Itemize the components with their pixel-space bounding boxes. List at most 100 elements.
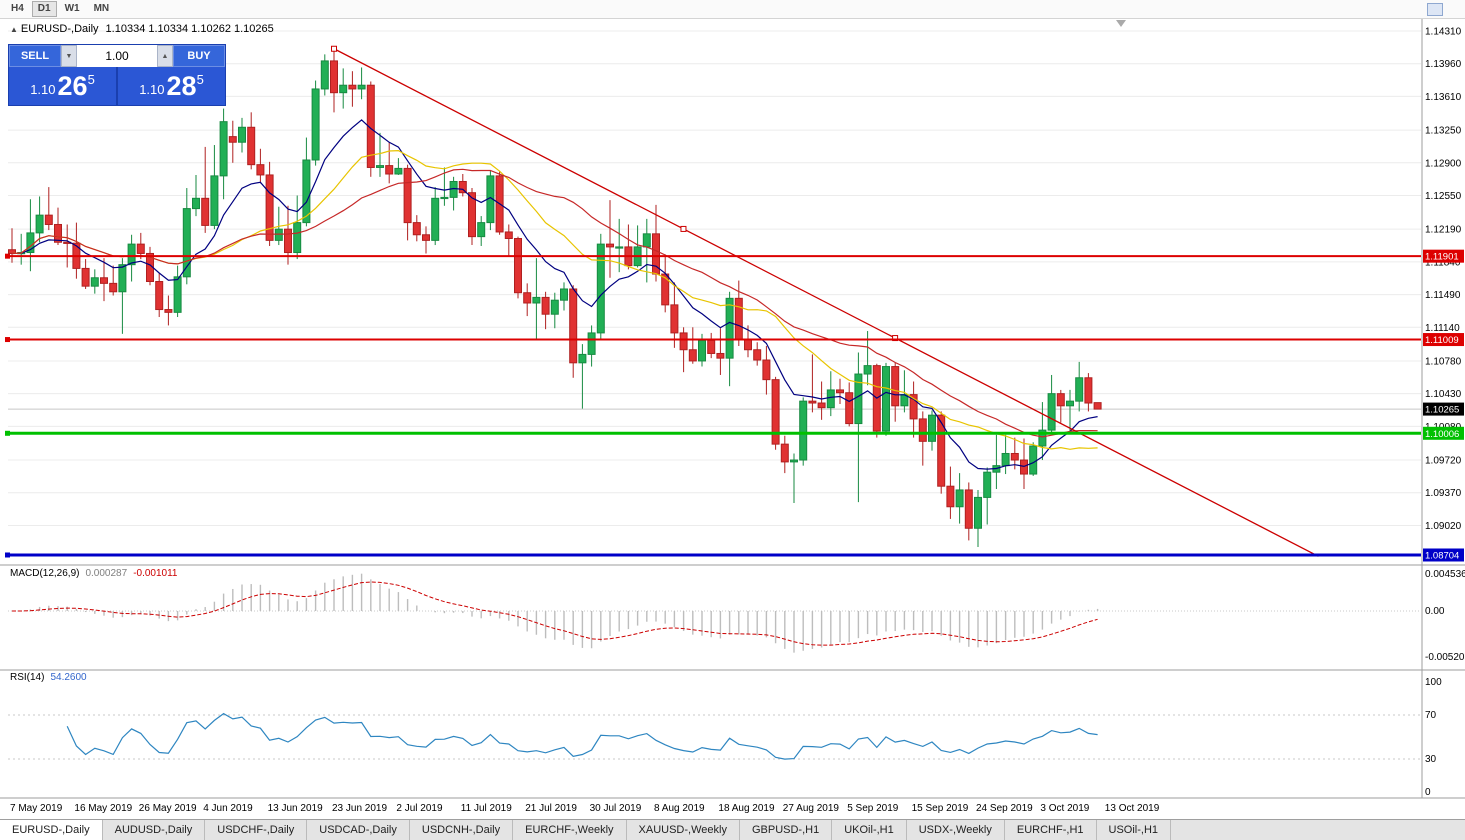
level-line-handle[interactable] [5, 253, 10, 259]
timeframe-button-d1[interactable]: D1 [31, 1, 57, 17]
buy-price[interactable]: 1.10 28 5 [118, 67, 225, 105]
chart-ohlc-values: 1.10334 1.10334 1.10262 1.10265 [105, 23, 274, 35]
sell-price-big: 1.10 [30, 81, 56, 97]
svg-text:100: 100 [1425, 677, 1442, 688]
chart-tab[interactable]: EURCHF-,H1 [1004, 820, 1097, 840]
volume-decrease-button[interactable]: ▼ [61, 45, 77, 67]
svg-text:1.08704: 1.08704 [1425, 550, 1459, 561]
pane-separators [0, 18, 1465, 799]
trendline-handle[interactable] [331, 45, 337, 52]
svg-text:1.12190: 1.12190 [1425, 225, 1462, 236]
svg-text:23 Jun 2019: 23 Jun 2019 [332, 803, 387, 814]
buy-price-big: 1.10 [139, 81, 165, 97]
svg-text:0.004536: 0.004536 [1425, 569, 1465, 580]
chart-tab[interactable]: USDX-,Weekly [906, 820, 1005, 840]
svg-text:13 Oct 2019: 13 Oct 2019 [1105, 803, 1160, 814]
svg-text:1.13610: 1.13610 [1425, 92, 1462, 103]
svg-text:2 Jul 2019: 2 Jul 2019 [396, 803, 443, 814]
one-click-controls: SELL ▼ ▲ BUY [9, 45, 225, 67]
rsi-indicator: 100 70 30 0 [8, 677, 1442, 798]
macd-header: MACD(12,26,9) 0.000287 -0.001011 [10, 568, 177, 579]
descending-trendline[interactable] [333, 48, 1319, 557]
macd-main-value: 0.000287 [85, 568, 128, 579]
svg-text:1.11901: 1.11901 [1425, 252, 1459, 263]
svg-text:3 Oct 2019: 3 Oct 2019 [1040, 803, 1089, 814]
svg-text:8 Aug 2019: 8 Aug 2019 [654, 803, 705, 814]
chart-tab[interactable]: USDCNH-,Daily [409, 820, 514, 840]
sell-button[interactable]: SELL [9, 45, 61, 67]
chart-tab[interactable]: USDCHF-,Daily [205, 820, 308, 840]
chart-tab[interactable]: USOil-,H1 [1096, 820, 1172, 840]
svg-text:1.13250: 1.13250 [1425, 126, 1462, 137]
level-line-handle[interactable] [5, 430, 10, 436]
trendline-handle[interactable] [892, 335, 899, 342]
macd-indicator: 0.004536 0.00 -0.005205 [8, 569, 1465, 663]
svg-text:0: 0 [1425, 787, 1431, 798]
svg-text:1.09720: 1.09720 [1425, 456, 1462, 467]
macd-label: MACD(12,26,9) [10, 568, 80, 579]
svg-text:1.10006: 1.10006 [1425, 429, 1459, 440]
trendline-handle[interactable] [680, 225, 687, 232]
chart-tab[interactable]: UKOil-,H1 [832, 820, 907, 840]
chart-tab[interactable]: AUDUSD-,Daily [102, 820, 206, 840]
svg-text:16 May 2019: 16 May 2019 [74, 803, 132, 814]
candlesticks [8, 48, 1102, 547]
svg-text:1.10430: 1.10430 [1425, 389, 1462, 400]
timeframe-button-mn[interactable]: MN [88, 1, 116, 17]
svg-text:1.09020: 1.09020 [1425, 521, 1462, 532]
svg-text:1.10780: 1.10780 [1425, 356, 1462, 367]
svg-text:18 Aug 2019: 18 Aug 2019 [718, 803, 775, 814]
date-axis[interactable]: 7 May 2019 16 May 2019 26 May 2019 4 Jun 20… [10, 803, 1160, 814]
svg-text:0.00: 0.00 [1425, 606, 1445, 617]
volume-input[interactable] [77, 45, 157, 67]
svg-text:1.11490: 1.11490 [1425, 290, 1461, 301]
one-click-prices: 1.10 26 5 1.10 28 5 [9, 67, 225, 105]
sell-price-pips: 26 [57, 70, 88, 101]
svg-text:-0.005205: -0.005205 [1425, 652, 1465, 663]
svg-text:27 Aug 2019: 27 Aug 2019 [783, 803, 840, 814]
svg-text:24 Sep 2019: 24 Sep 2019 [976, 803, 1033, 814]
chart-tab-bar: EURUSD-,Daily AUDUSD-,Daily USDCHF-,Daily U… [0, 819, 1465, 840]
svg-text:21 Jul 2019: 21 Jul 2019 [525, 803, 577, 814]
rsi-label: RSI(14) [10, 672, 45, 683]
svg-text:13 Jun 2019: 13 Jun 2019 [268, 803, 323, 814]
timeframe-toolbar: H4 D1 W1 MN [0, 0, 1465, 19]
buy-price-frac: 5 [196, 71, 204, 87]
toolbar-overflow-button[interactable] [1427, 3, 1443, 16]
svg-text:7 May 2019: 7 May 2019 [10, 803, 63, 814]
price-grid [8, 30, 1421, 526]
timeframe-button-h4[interactable]: H4 [5, 1, 30, 17]
rsi-header: RSI(14) 54.2600 [10, 672, 87, 683]
svg-text:30: 30 [1425, 754, 1437, 765]
chart-tab[interactable]: USDCAD-,Daily [307, 820, 410, 840]
svg-text:1.11140: 1.11140 [1425, 323, 1460, 334]
chart-tab[interactable]: EURUSD-,Daily [0, 820, 103, 840]
chart-tab[interactable]: XAUUSD-,Weekly [626, 820, 740, 840]
macd-signal-value: -0.001011 [133, 568, 178, 579]
buy-price-pips: 28 [166, 70, 197, 101]
sell-price[interactable]: 1.10 26 5 [9, 67, 116, 105]
svg-text:70: 70 [1425, 710, 1437, 721]
chart-tab[interactable]: GBPUSD-,H1 [739, 820, 833, 840]
price-axis[interactable]: 1.14310 1.13960 1.13610 1.13250 1.12900 1.125… [1423, 27, 1464, 562]
svg-text:11 Jul 2019: 11 Jul 2019 [461, 803, 512, 814]
level-line-handle[interactable] [5, 337, 10, 343]
svg-text:1.12900: 1.12900 [1425, 158, 1462, 169]
chart-shift-marker[interactable] [1116, 20, 1126, 27]
chart-tab[interactable]: EURCHF-,Weekly [513, 820, 627, 840]
level-line-handle[interactable] [5, 552, 10, 558]
svg-text:1.13960: 1.13960 [1425, 59, 1462, 70]
buy-button[interactable]: BUY [173, 45, 225, 67]
moving-average-lines [11, 119, 1098, 470]
svg-text:1.14310: 1.14310 [1425, 27, 1462, 38]
timeframe-button-w1[interactable]: W1 [59, 1, 86, 17]
chart-symbol-label: EURUSD-,Daily [20, 23, 99, 35]
sell-price-frac: 5 [87, 71, 95, 87]
svg-text:1.09370: 1.09370 [1425, 488, 1462, 499]
volume-increase-button[interactable]: ▲ [157, 45, 173, 67]
timeframe-buttons: H4 D1 W1 MN [4, 1, 116, 17]
svg-text:4 Jun 2019: 4 Jun 2019 [203, 803, 253, 814]
svg-text:1.10265: 1.10265 [1425, 405, 1459, 416]
svg-text:15 Sep 2019: 15 Sep 2019 [912, 803, 969, 814]
